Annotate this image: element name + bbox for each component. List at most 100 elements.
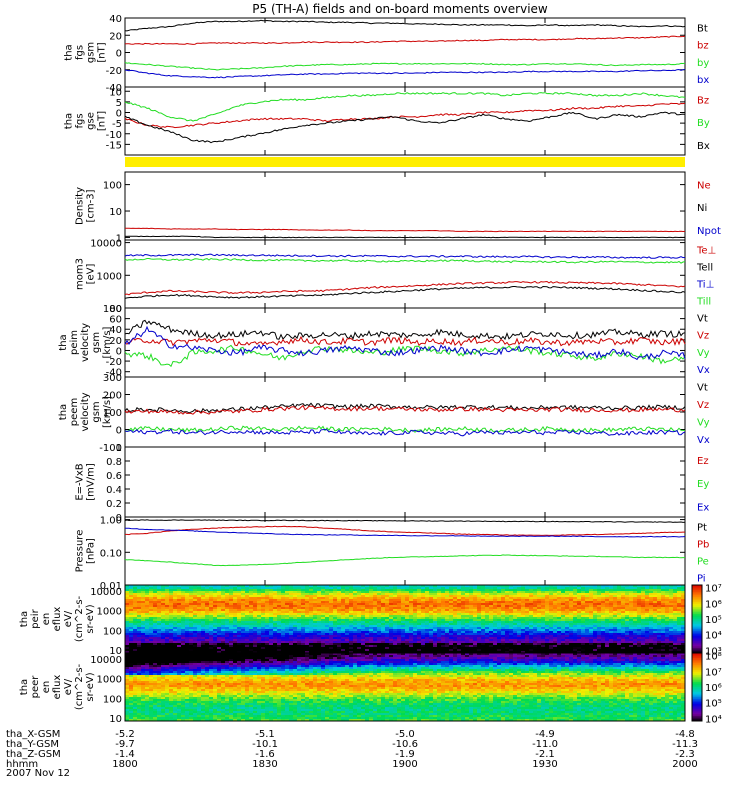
heatmap-9-cell [197, 641, 201, 643]
heatmap-9-cell [425, 645, 429, 647]
heatmap-9-cell [649, 603, 653, 605]
heatmap-9-cell [197, 627, 201, 629]
heatmap-9-cell [669, 631, 673, 633]
heatmap-9-cell [165, 599, 169, 601]
heatmap-9-cell [557, 611, 561, 613]
heatmap-9-cell [673, 601, 677, 603]
heatmap-9-cell [321, 591, 325, 593]
heatmap-9-cell [345, 607, 349, 609]
heatmap-9-cell [581, 587, 585, 589]
heatmap-9-cell [457, 647, 461, 649]
heatmap-9-cell [677, 601, 681, 603]
heatmap-9-cell [601, 643, 605, 645]
heatmap-9-cell [305, 601, 309, 603]
heatmap-9-cell [141, 635, 145, 637]
heatmap-9-cell [241, 615, 245, 617]
heatmap-9-cell [449, 601, 453, 603]
panel-6-ylabel-line: tha [58, 404, 69, 420]
heatmap-9-cell [345, 649, 349, 651]
heatmap-9-cell [417, 587, 421, 589]
heatmap-9-cell [237, 649, 241, 651]
heatmap-9-cell [193, 647, 197, 649]
heatmap-9-cell [317, 645, 321, 647]
heatmap-9-cell [625, 643, 629, 645]
heatmap-9-cell [273, 625, 277, 627]
heatmap-9-cell [157, 623, 161, 625]
heatmap-9-cell [377, 613, 381, 615]
heatmap-9-cell [277, 597, 281, 599]
heatmap-9-cell [489, 627, 493, 629]
legend-Pb: Pb [697, 539, 709, 550]
heatmap-9-cell [349, 649, 353, 651]
heatmap-9-cell [493, 607, 497, 609]
heatmap-9-cell [265, 605, 269, 607]
heatmap-9-cell [497, 633, 501, 635]
heatmap-9-cell [469, 617, 473, 619]
heatmap-9-cell [281, 619, 285, 621]
heatmap-9-cell [293, 645, 297, 647]
heatmap-9-cell [189, 625, 193, 627]
heatmap-9-cell [213, 631, 217, 633]
heatmap-9-cell [197, 603, 201, 605]
heatmap-9-cell [469, 587, 473, 589]
heatmap-9-cell [361, 623, 365, 625]
heatmap-9-cell [485, 595, 489, 597]
heatmap-9-cell [513, 631, 517, 633]
heatmap-9-cell [425, 627, 429, 629]
heatmap-9-cell [265, 629, 269, 631]
heatmap-9-cell [373, 613, 377, 615]
panel-1-ytick-label: -5 [112, 119, 122, 130]
heatmap-9-cell [625, 615, 629, 617]
heatmap-9-cell [261, 609, 265, 611]
heatmap-9-cell [345, 603, 349, 605]
heatmap-9-cell [281, 611, 285, 613]
heatmap-9-cell [133, 611, 137, 613]
heatmap-9-cell [393, 619, 397, 621]
heatmap-9-cell [233, 607, 237, 609]
heatmap-9-cell [353, 591, 357, 593]
heatmap-9-cell [241, 637, 245, 639]
heatmap-9-cell [333, 611, 337, 613]
heatmap-9-cell [629, 643, 633, 645]
heatmap-9-cell [433, 597, 437, 599]
heatmap-9-cell [313, 601, 317, 603]
heatmap-9-cell [393, 589, 397, 591]
heatmap-9-cell [529, 645, 533, 647]
heatmap-9-cell [449, 591, 453, 593]
heatmap-9-cell [309, 635, 313, 637]
heatmap-9-cell [273, 587, 277, 589]
heatmap-9-cell [497, 619, 501, 621]
heatmap-9-cell [421, 647, 425, 649]
heatmap-9-cell [441, 595, 445, 597]
heatmap-9-cell [557, 621, 561, 623]
heatmap-9-cell [325, 593, 329, 595]
heatmap-9-cell [381, 611, 385, 613]
heatmap-9-cell [277, 635, 281, 637]
heatmap-9-cell [641, 613, 645, 615]
heatmap-9-cell [401, 631, 405, 633]
heatmap-9-cell [637, 627, 641, 629]
heatmap-9-cell [477, 623, 481, 625]
heatmap-9-cell [465, 607, 469, 609]
heatmap-9-cell [365, 645, 369, 647]
heatmap-9-cell [129, 621, 133, 623]
heatmap-9-cell [549, 617, 553, 619]
heatmap-9-cell [637, 639, 641, 641]
heatmap-9-cell [261, 587, 265, 589]
heatmap-9-cell [401, 641, 405, 643]
heatmap-9-cell [473, 597, 477, 599]
heatmap-9-cell [645, 647, 649, 649]
heatmap-9-cell [397, 601, 401, 603]
heatmap-9-cell [317, 633, 321, 635]
heatmap-9-cell [181, 641, 185, 643]
heatmap-9-cell [325, 627, 329, 629]
heatmap-9-cell [437, 641, 441, 643]
heatmap-9-cell [549, 615, 553, 617]
heatmap-9-cell [597, 601, 601, 603]
heatmap-9-cell [469, 649, 473, 651]
heatmap-9-cell [601, 597, 605, 599]
heatmap-9-cell [629, 647, 633, 649]
heatmap-9-cell [361, 601, 365, 603]
heatmap-9-cell [557, 631, 561, 633]
heatmap-9-cell [365, 611, 369, 613]
